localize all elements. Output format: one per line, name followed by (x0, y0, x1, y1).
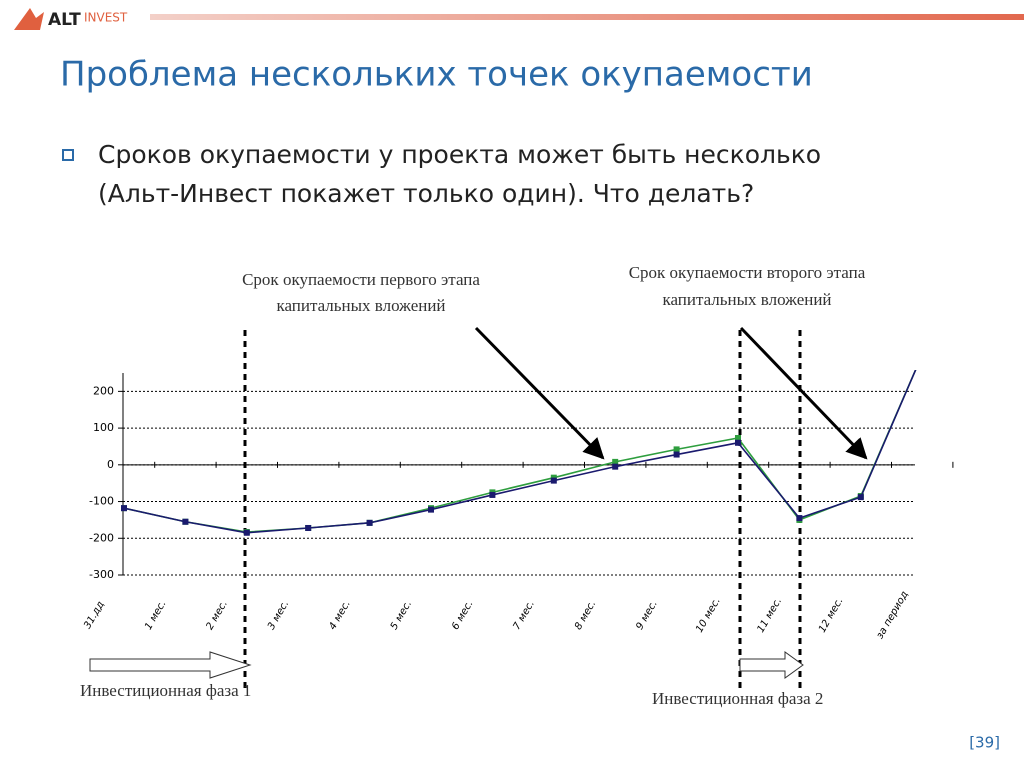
series-line (123, 370, 917, 534)
page-number: [39] (969, 734, 1000, 752)
marker (735, 439, 741, 446)
marker (673, 446, 680, 453)
marker (366, 519, 373, 526)
bullet-line: (Альт-Инвест покажет только один). Что д… (98, 179, 754, 208)
logo-icon (14, 8, 44, 30)
x-tick-label: 10 мес. (694, 596, 723, 635)
x-tick-label: 12 мес. (817, 596, 846, 635)
x-tick-label: 31.дд (82, 600, 106, 631)
marker (612, 458, 619, 465)
header-bar (150, 14, 1024, 20)
x-tick-label: 5 мес. (389, 599, 414, 632)
marker (428, 506, 434, 513)
x-tick-label: 11 мес. (755, 596, 784, 635)
marker (121, 505, 127, 512)
marker (857, 494, 864, 501)
marker (612, 463, 619, 470)
y-tick-label: -300 (89, 568, 114, 581)
x-tick-label: 4 мес. (327, 599, 352, 632)
annotation: капитальных вложений (276, 296, 445, 315)
arrow (739, 326, 868, 460)
marker (550, 477, 557, 484)
x-tick-label: 6 мес. (450, 599, 475, 632)
marker (489, 491, 496, 498)
logo-bold: ALT (48, 10, 81, 30)
phase-label: Инвестиционная фаза 2 (652, 689, 823, 708)
phase-arrow (89, 651, 252, 679)
marker (673, 451, 680, 458)
x-tick-label: 8 мес. (573, 599, 598, 632)
x-tick-label: 3 мес. (266, 599, 291, 632)
y-tick-label: 100 (93, 421, 114, 434)
x-tick-label: 2 мес. (204, 599, 229, 632)
marker (796, 515, 803, 522)
phase-label: Инвестиционная фаза 1 (80, 681, 251, 700)
bullet-icon (62, 149, 74, 161)
chart: -300 -200 -100 0 100 200 31.дд 1 мес. 2 мес. 3 ме… (82, 370, 954, 641)
annotation: Срок окупаемости первого этапа (242, 270, 480, 289)
title: Проблема нескольких точек окупаемости (60, 55, 813, 95)
x-tick-label: 7 мес. (511, 599, 536, 632)
x-tick-label: 1 мес. (143, 599, 168, 632)
marker (735, 435, 741, 442)
y-tick-label: 200 (93, 384, 114, 397)
dividers (243, 330, 802, 690)
annotation: Срок окупаемости второго этапа (629, 263, 866, 282)
marker (182, 518, 189, 525)
x-tick-label: за период (875, 589, 911, 641)
y-tick-label: 0 (107, 458, 114, 471)
arrow (474, 326, 605, 460)
logo-text: INVEST (84, 11, 128, 25)
y-tick-label: -200 (89, 531, 114, 544)
marker (243, 529, 250, 536)
bullet-line: Сроков окупаемости у проекта может быть … (98, 140, 821, 169)
phase-arrow (739, 651, 804, 679)
marker (305, 524, 312, 531)
y-tick-label: -100 (89, 495, 114, 508)
annotation: капитальных вложений (662, 290, 831, 309)
x-tick-label: 9 мес. (634, 599, 659, 632)
